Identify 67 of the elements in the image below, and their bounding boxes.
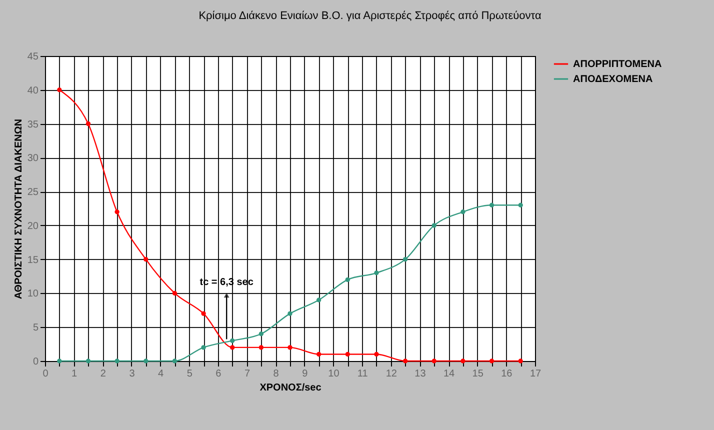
point [374, 270, 379, 276]
point [114, 210, 120, 214]
point [460, 358, 466, 364]
x-tick-label: 15 [472, 368, 484, 380]
x-tick-label: 6 [216, 368, 222, 380]
y-tick-label: 40 [27, 85, 39, 96]
y-tick-label: 15 [27, 254, 39, 266]
y-tick-label: 0 [32, 356, 39, 368]
x-tick-label: 9 [302, 368, 308, 380]
x-tick-label: 2 [100, 368, 106, 380]
y-tick-label: 5 [32, 322, 39, 334]
point [201, 345, 206, 350]
legend-label: ΑΠΟΡΡΙΠΤΟΜΕΝΑ [573, 59, 662, 70]
point [144, 256, 148, 262]
x-tick-label: 11 [357, 368, 368, 380]
y-tick-label: 25 [27, 187, 39, 198]
point [345, 277, 350, 282]
point [201, 311, 206, 316]
y-tick-label: 30 [27, 153, 39, 164]
point [258, 345, 264, 350]
x-tick-label: 16 [501, 368, 513, 380]
point [345, 352, 350, 357]
point [86, 121, 91, 126]
x-axis-title: ΧΡΟΝΟΣ/sec [260, 382, 322, 394]
x-tick-label: 0 [42, 368, 49, 380]
point [230, 338, 235, 344]
x-tick-label: 14 [443, 368, 456, 380]
chart-title: Κρίσιμο Διάκενο Ενιαίων Β.Ο. για Αριστερές Στροφές από Πρωτεύοντα [198, 10, 542, 22]
x-tick-label: 1 [72, 368, 78, 380]
x-tick-label: 3 [129, 368, 136, 380]
y-tick-label: 10 [27, 288, 39, 300]
point [489, 358, 494, 364]
point [489, 202, 494, 208]
x-tick-label: 4 [158, 368, 164, 380]
point [402, 358, 408, 364]
point [114, 358, 120, 364]
point [460, 210, 466, 214]
x-tick-label: 5 [186, 368, 193, 380]
point [230, 345, 235, 350]
y-tick-label: 20 [27, 220, 39, 232]
x-tick-label: 13 [414, 368, 426, 380]
point [402, 256, 408, 262]
x-tick-label: 8 [273, 368, 280, 380]
point [374, 352, 379, 357]
point [86, 358, 91, 364]
y-axis-title: ΑΘΡΟΙΣΤΙΚΗ ΣΥΧΝΟΤΗΤΑ ΔΙΑΚΕΝΩΝ [13, 118, 24, 300]
y-tick-label: 45 [27, 52, 39, 62]
point [316, 298, 322, 302]
point [518, 202, 523, 208]
point [57, 358, 62, 364]
point [288, 345, 292, 350]
point [432, 223, 436, 228]
y-tick-label: 35 [27, 119, 39, 130]
point [316, 352, 322, 357]
point [288, 311, 292, 316]
legend-label: ΑΠΟΔΕΧΟΜΕΝΑ [573, 74, 653, 85]
x-tick-label: 17 [530, 368, 542, 380]
point [172, 358, 178, 364]
point [518, 358, 523, 364]
x-tick-label: 7 [244, 368, 250, 380]
point [258, 332, 264, 336]
point [144, 358, 148, 364]
x-tick-label: 10 [328, 368, 340, 380]
x-tick-label: 12 [386, 368, 398, 380]
point [432, 358, 436, 364]
point [57, 88, 62, 92]
point [172, 290, 178, 296]
